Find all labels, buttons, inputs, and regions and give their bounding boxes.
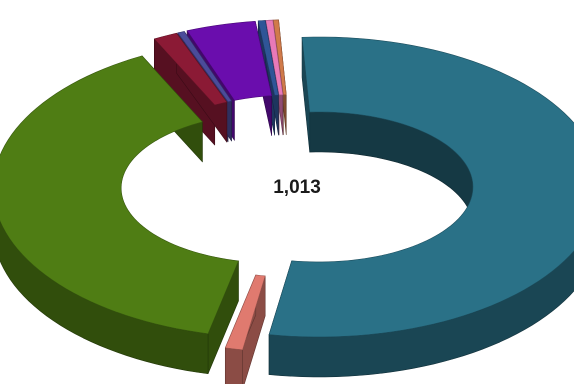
slice-2-top — [0, 55, 239, 335]
slices-group — [0, 19, 574, 389]
slice-5-top — [186, 20, 272, 101]
slice-1-top — [224, 274, 266, 351]
slice-0-top — [268, 36, 574, 338]
slice-8-top — [272, 19, 287, 96]
slice-6-top — [257, 20, 279, 96]
slice-3-top — [154, 32, 228, 106]
slice-7-top — [265, 19, 284, 96]
center-total-label: 1,013 — [273, 177, 321, 198]
slice-1-outer-wall — [224, 347, 243, 389]
slice-4-top — [177, 31, 232, 103]
